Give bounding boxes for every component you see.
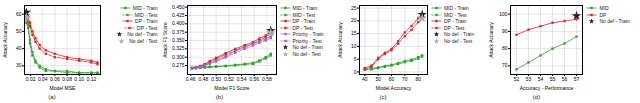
svg-text:0.56: 0.56 xyxy=(249,76,259,82)
html-text:MID - Train: MID - Train xyxy=(292,5,318,12)
svg-text:0.02: 0.02 xyxy=(26,76,36,82)
svg-text:0.375: 0.375 xyxy=(171,29,184,35)
html-text:DP - Test: DP - Test xyxy=(137,24,158,31)
svg-text:Model F1 Score: Model F1 Score xyxy=(214,85,250,91)
html-text:MID - Test: MID - Test xyxy=(292,11,316,18)
svg-text:0: 0 xyxy=(354,69,357,75)
svg-text:52: 52 xyxy=(514,76,520,82)
html-text:MID - Test: MID - Test xyxy=(134,11,158,18)
svg-text:Attack Accuracy: Attack Accuracy xyxy=(489,22,495,58)
html-text:(b): (b) xyxy=(215,94,224,100)
svg-text:Attack Accuracy: Attack Accuracy xyxy=(2,22,8,58)
svg-text:53: 53 xyxy=(526,76,532,82)
svg-text:20: 20 xyxy=(351,17,357,23)
html-text:MID: MID xyxy=(599,5,609,12)
svg-text:55: 55 xyxy=(550,76,556,82)
svg-text:0.04: 0.04 xyxy=(38,76,48,82)
svg-text:Model Accuracy: Model Accuracy xyxy=(376,85,412,91)
svg-text:0.58: 0.58 xyxy=(262,76,272,82)
svg-text:0.46: 0.46 xyxy=(185,76,195,82)
svg-text:Model MSE: Model MSE xyxy=(50,85,77,91)
html-text:No def - Test: No def - Test xyxy=(444,37,473,44)
html-text:DP - Train: DP - Train xyxy=(292,18,315,25)
html-text:No def - Train: No def - Train xyxy=(599,18,630,25)
svg-text:15: 15 xyxy=(351,30,357,36)
html-text:MID - Train: MID - Train xyxy=(132,5,158,12)
svg-text:40: 40 xyxy=(16,45,22,51)
svg-text:30: 30 xyxy=(16,62,22,68)
svg-text:57: 57 xyxy=(574,76,580,82)
html-text:DP - Train: DP - Train xyxy=(135,18,158,25)
html-text:No def - Train: No def - Train xyxy=(292,44,323,51)
svg-text:0.54: 0.54 xyxy=(236,76,246,82)
svg-text:50: 50 xyxy=(16,28,22,34)
svg-text:80: 80 xyxy=(502,45,508,51)
html-text:(d): (d) xyxy=(532,94,541,100)
svg-text:60: 60 xyxy=(16,11,22,17)
html-text:No def - Train: No def - Train xyxy=(127,31,158,38)
svg-text:0.08: 0.08 xyxy=(62,76,72,82)
html-text:(c): (c) xyxy=(379,94,387,100)
svg-text:90: 90 xyxy=(502,28,508,34)
svg-text:70: 70 xyxy=(502,62,508,68)
svg-text:0.450: 0.450 xyxy=(171,4,184,10)
html-text:Priority - Train: Priority - Train xyxy=(292,31,324,38)
html-text:(a): (a) xyxy=(48,94,56,100)
svg-text:0.06: 0.06 xyxy=(50,76,60,82)
svg-text:54: 54 xyxy=(538,76,544,82)
html-text:MID - Test: MID - Test xyxy=(444,11,467,18)
html-text:DP - Test: DP - Test xyxy=(292,24,313,31)
html-text:MID - Train: MID - Train xyxy=(444,5,469,12)
svg-text:60: 60 xyxy=(389,76,395,82)
svg-text:0.48: 0.48 xyxy=(198,76,208,82)
svg-text:0.400: 0.400 xyxy=(171,20,184,26)
svg-text:0.275: 0.275 xyxy=(171,62,184,68)
svg-text:Accuracy - Performance: Accuracy - Performance xyxy=(520,85,574,91)
html-text:No def - Test: No def - Test xyxy=(292,50,321,57)
svg-text:0.350: 0.350 xyxy=(171,37,184,43)
svg-text:0.12: 0.12 xyxy=(87,76,97,82)
svg-text:Attack Accuracy: Attack Accuracy xyxy=(337,22,343,58)
svg-text:50: 50 xyxy=(375,76,381,82)
svg-text:25: 25 xyxy=(351,5,357,11)
svg-text:5: 5 xyxy=(354,56,357,62)
svg-text:10: 10 xyxy=(351,43,357,49)
svg-text:0.50: 0.50 xyxy=(211,76,221,82)
svg-text:70: 70 xyxy=(402,76,408,82)
svg-text:0.325: 0.325 xyxy=(171,45,184,51)
html-text:No def - Test: No def - Test xyxy=(129,37,158,44)
html-text:DP - Train: DP - Train xyxy=(444,18,467,25)
svg-text:40: 40 xyxy=(362,76,368,82)
html-text:Priority - Test: Priority - Test xyxy=(292,37,322,44)
svg-text:0.425: 0.425 xyxy=(171,12,184,18)
svg-text:80: 80 xyxy=(415,76,421,82)
svg-text:Attack F1 Score: Attack F1 Score xyxy=(162,22,168,58)
svg-text:0.52: 0.52 xyxy=(223,76,233,82)
svg-text:0.10: 0.10 xyxy=(74,76,84,82)
svg-text:56: 56 xyxy=(562,76,568,82)
svg-text:100: 100 xyxy=(500,11,509,17)
html-text:DP - Test: DP - Test xyxy=(444,24,465,31)
svg-text:0.300: 0.300 xyxy=(171,54,184,60)
html-text:No def - Train: No def - Train xyxy=(444,31,475,38)
html-text:DP: DP xyxy=(599,11,607,18)
